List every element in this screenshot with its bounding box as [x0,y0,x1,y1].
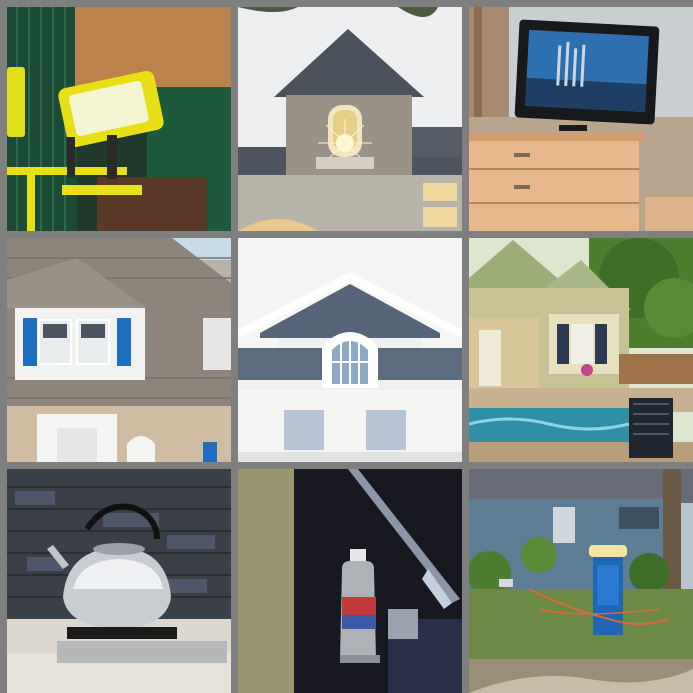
tile-pool-house [469,238,693,462]
tile-work-light [7,7,231,231]
pool-house-photo [469,238,693,462]
tile-porta-potty [469,469,693,693]
tile-kettle [7,469,231,693]
tile-tv [469,7,693,231]
porta-potty-photo [469,469,693,693]
tile-house-dormer [238,7,462,231]
kettle-photo [7,469,231,693]
bottle-photo [238,469,462,693]
house-dormer-photo [238,7,462,231]
tile-white-gable [238,238,462,462]
work-light-photo [7,7,231,231]
tv-dresser-photo [469,7,693,231]
white-gable-photo [238,238,462,462]
tile-cape-cod [7,238,231,462]
tile-bottle [238,469,462,693]
cape-cod-photo [7,238,231,462]
